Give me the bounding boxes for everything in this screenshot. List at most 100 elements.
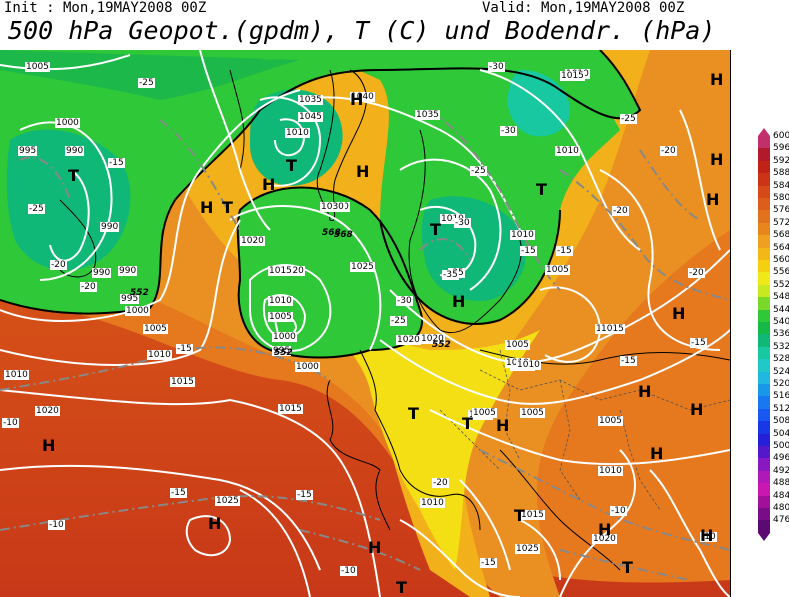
colorbar-cell (758, 185, 770, 198)
high-pressure-marker: H (496, 416, 510, 435)
temperature-label: -15 (556, 246, 573, 256)
temperature-label: -25 (470, 166, 487, 176)
isobar-label: 1015 (278, 404, 303, 414)
colorbar-level-label: 524 (773, 366, 789, 377)
temperature-label: -25 (620, 114, 637, 124)
isobar-label: 1010 (147, 350, 172, 360)
temperature-label: -15 (690, 338, 707, 348)
colorbar-level-label: 544 (773, 304, 789, 315)
colorbar-cell (758, 334, 770, 347)
isobar-label: 1005 (143, 324, 168, 334)
isobar-label: 1015 (268, 266, 293, 276)
colorbar-level-label: 548 (773, 292, 789, 303)
geopotential-label: 568 (322, 228, 341, 238)
isobar-label: 1020 (396, 335, 421, 345)
isobar-label: 1005 (598, 416, 623, 426)
color-field-yellow (300, 300, 540, 570)
colorbar-level-label: 552 (773, 279, 789, 290)
isobar-label: 1015 (170, 377, 195, 387)
colorbar-level-label: 556 (773, 267, 789, 278)
colorbar-cell (758, 470, 770, 484)
colorbar-cell (758, 384, 770, 397)
temperature-label: -15 (620, 356, 637, 366)
colorbar-cell (758, 210, 770, 223)
header: Init : Mon,19MAY2008 00Z Valid: Mon,19MA… (0, 0, 789, 50)
isobar-label: 1005 (545, 265, 570, 275)
geopotential-label: 568 (334, 230, 353, 240)
color-field-green-north (0, 50, 640, 314)
weather-map: 1005 1000 995 990 990 990 995 1000 1005 1010 1015 1… (0, 50, 731, 597)
isobar-label: 1015 (600, 324, 625, 334)
isobar-label: 1000 (295, 362, 320, 372)
isobar-label: 1000 (125, 306, 150, 316)
colorbar-cell (758, 408, 770, 422)
temperature-label: -35 (442, 270, 459, 280)
color-field-teal-1 (6, 129, 131, 271)
isobar-label: 1015 (560, 71, 585, 81)
low-pressure-marker: T (408, 404, 419, 423)
temperature-label: -30 (488, 62, 505, 72)
colorbar-cell (758, 433, 770, 446)
isobar-label: 990 (92, 268, 112, 278)
colorbar-cell (758, 520, 770, 533)
colorbar-cell (758, 198, 770, 211)
colorbar-cell (758, 136, 770, 149)
colorbar-level-label: 576 (773, 205, 789, 216)
isobar-label: 1035 (298, 95, 323, 105)
temperature-label: -25 (138, 78, 155, 88)
colorbar-level-label: 516 (773, 391, 789, 402)
isobar-label: 1010 (4, 370, 29, 380)
isobar-label: 1010 (420, 498, 445, 508)
isobar-label: 1010 (268, 296, 293, 306)
isobar-label: 1010 (440, 214, 465, 224)
colorbar-cell (758, 309, 770, 322)
temperature-label: -15 (296, 490, 313, 500)
colorbar-cell (758, 359, 770, 372)
colorbar-cell (758, 284, 770, 298)
temperature-label: -15 (170, 488, 187, 498)
temperature-label: -20 (432, 478, 449, 488)
high-pressure-marker: H (350, 90, 364, 109)
colorbar-level-label: 540 (773, 317, 789, 327)
colorbar-cell (758, 346, 770, 360)
high-pressure-marker: H (710, 150, 724, 169)
colorbar-level-label: 560 (773, 255, 789, 265)
colorbar-level-label: 476 (773, 515, 789, 526)
colorbar-cell (758, 222, 770, 236)
isobar-label: 995 (120, 294, 140, 304)
high-pressure-marker: H (650, 444, 664, 463)
isobar-label: 1020 (592, 534, 617, 544)
low-pressure-marker: T (536, 180, 547, 199)
isobar-label: 1000 (272, 332, 297, 342)
isobar-label: 1045 (298, 112, 323, 122)
isobar-label: 1005 (268, 312, 293, 322)
contour-552 (0, 50, 642, 315)
low-pressure-marker: T (286, 156, 297, 175)
colorbar-cell (758, 421, 770, 434)
colorbar-cell (758, 235, 770, 248)
isobar-label: 990 (118, 266, 138, 276)
colorbar-level-label: 568 (773, 230, 789, 241)
low-pressure-marker: T (430, 220, 441, 239)
colorbar-level-label: 528 (773, 354, 789, 365)
valid-time: Valid: Mon,19MAY2008 00Z (482, 0, 685, 16)
high-pressure-marker: H (706, 190, 720, 209)
colorbar-level-label: 484 (773, 490, 789, 501)
borders (439, 349, 730, 511)
colorbar: 600 596 592 588 584 580 576 572 568 564 560 556 552 5… (752, 128, 789, 541)
temperature-label: -20 (612, 206, 629, 216)
high-pressure-marker: H (638, 382, 652, 401)
temperature-label: -20 (688, 268, 705, 278)
isobar-label: 1010 (285, 128, 310, 138)
isobar-label: 995 (272, 346, 292, 356)
temperature-label: -30 (454, 218, 471, 228)
temperature-label: -10 (340, 566, 357, 576)
high-pressure-marker: H (452, 292, 466, 311)
colorbar-level-label: 488 (773, 478, 789, 489)
colorbar-level-label: 572 (773, 217, 789, 228)
colorbar-cell (758, 371, 770, 384)
colorbar-top-arrow (758, 128, 770, 136)
high-pressure-marker: H (200, 198, 214, 217)
high-pressure-marker: H (356, 162, 370, 181)
colorbar-level-label: 600 (773, 131, 789, 141)
